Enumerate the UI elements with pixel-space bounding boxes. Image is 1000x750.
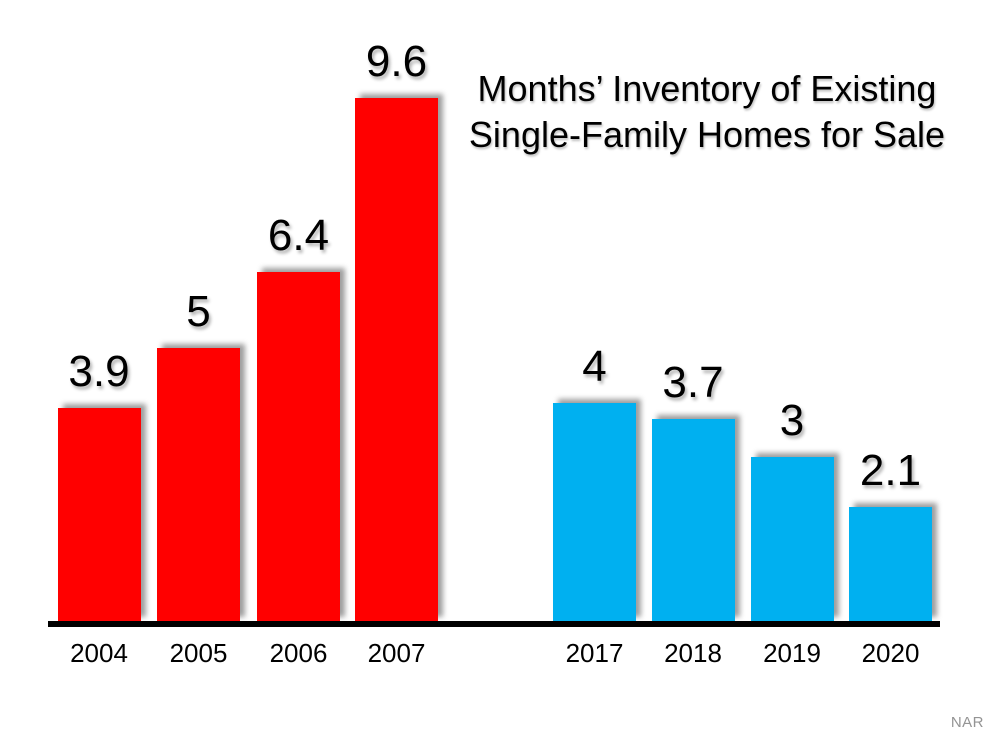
x-tick-2020: 2020	[861, 638, 920, 668]
value-label-2004: 3.9	[68, 347, 130, 396]
bar-2007	[355, 98, 438, 621]
x-tick-2004: 2004	[70, 638, 128, 668]
value-label-2017: 4	[582, 342, 607, 391]
bar-2020	[849, 507, 932, 621]
bar-2018	[651, 419, 735, 621]
source-attribution: NAR	[950, 714, 984, 731]
bar-2004	[57, 408, 141, 621]
value-label-2018: 3.7	[662, 358, 724, 407]
chart-title-line-2: Single-Family Homes for Sale	[468, 114, 946, 155]
x-tick-2017: 2017	[565, 638, 624, 668]
chart-title-line-1: Months’ Inventory of Existing	[477, 68, 937, 109]
x-tick-2005: 2005	[169, 638, 228, 668]
x-axis-line	[48, 621, 940, 627]
bar-2019	[750, 457, 834, 621]
value-label-2007: 9.6	[365, 37, 428, 86]
value-label-2005: 5	[186, 287, 211, 336]
bar-2005	[157, 348, 240, 621]
value-label-2006: 6.4	[267, 211, 330, 260]
value-label-2020: 2.1	[859, 446, 922, 495]
value-label-2019: 3	[779, 396, 805, 445]
x-tick-2007: 2007	[367, 638, 426, 668]
chart-title: Months’ Inventory of Existing Single-Fam…	[427, 66, 987, 158]
bar-2006	[257, 272, 340, 621]
x-tick-2006: 2006	[269, 638, 328, 668]
x-tick-2019: 2019	[763, 638, 821, 668]
x-tick-2018: 2018	[664, 638, 722, 668]
bar-2017	[553, 403, 636, 621]
